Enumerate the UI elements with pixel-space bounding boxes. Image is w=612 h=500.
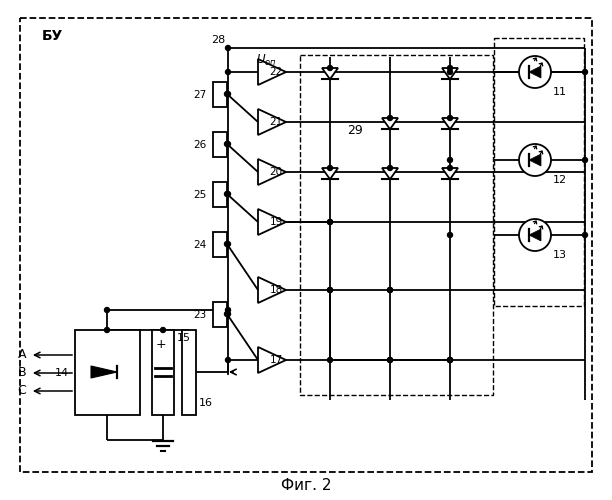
Text: 23: 23 bbox=[193, 310, 206, 320]
Text: 17: 17 bbox=[269, 355, 283, 365]
Circle shape bbox=[225, 192, 231, 196]
Circle shape bbox=[327, 66, 332, 70]
Circle shape bbox=[160, 328, 165, 332]
Bar bbox=[213, 232, 227, 257]
Circle shape bbox=[387, 288, 392, 292]
Circle shape bbox=[225, 70, 231, 74]
Bar bbox=[213, 182, 227, 207]
Circle shape bbox=[583, 70, 588, 74]
Circle shape bbox=[387, 288, 392, 292]
Text: 27: 27 bbox=[193, 90, 206, 100]
Circle shape bbox=[225, 312, 230, 316]
Polygon shape bbox=[382, 118, 398, 129]
Circle shape bbox=[225, 92, 231, 96]
Circle shape bbox=[327, 220, 332, 224]
Circle shape bbox=[583, 158, 588, 162]
Circle shape bbox=[447, 166, 452, 170]
Polygon shape bbox=[258, 159, 286, 185]
Circle shape bbox=[225, 142, 230, 146]
Circle shape bbox=[447, 358, 452, 362]
Circle shape bbox=[387, 116, 392, 120]
Text: 25: 25 bbox=[193, 190, 206, 200]
Circle shape bbox=[225, 358, 231, 362]
Circle shape bbox=[447, 232, 452, 237]
Text: B: B bbox=[17, 366, 26, 380]
Polygon shape bbox=[258, 109, 286, 135]
Text: 22: 22 bbox=[269, 67, 283, 77]
Text: 14: 14 bbox=[55, 368, 69, 378]
Text: 16: 16 bbox=[199, 398, 213, 408]
Text: C: C bbox=[17, 384, 26, 398]
Polygon shape bbox=[258, 209, 286, 235]
Polygon shape bbox=[322, 168, 338, 179]
Text: $U_{оп}$: $U_{оп}$ bbox=[256, 52, 277, 68]
Polygon shape bbox=[322, 68, 338, 79]
Circle shape bbox=[327, 358, 332, 362]
Circle shape bbox=[447, 158, 452, 162]
Circle shape bbox=[447, 358, 452, 362]
Bar bbox=[213, 132, 227, 157]
Circle shape bbox=[519, 144, 551, 176]
Circle shape bbox=[225, 312, 231, 316]
Text: A: A bbox=[18, 348, 26, 362]
Circle shape bbox=[225, 142, 231, 146]
Text: +: + bbox=[156, 338, 166, 350]
Polygon shape bbox=[91, 366, 117, 378]
Circle shape bbox=[387, 166, 392, 170]
Polygon shape bbox=[442, 118, 458, 129]
Circle shape bbox=[225, 46, 231, 51]
Circle shape bbox=[105, 308, 110, 312]
Circle shape bbox=[225, 242, 231, 246]
Polygon shape bbox=[442, 68, 458, 79]
Text: 19: 19 bbox=[269, 217, 283, 227]
Bar bbox=[300, 55, 493, 395]
Text: 11: 11 bbox=[553, 87, 567, 97]
Text: 18: 18 bbox=[269, 285, 283, 295]
Text: Фиг. 2: Фиг. 2 bbox=[281, 478, 331, 494]
Circle shape bbox=[447, 358, 452, 362]
Polygon shape bbox=[382, 168, 398, 179]
Circle shape bbox=[447, 70, 452, 74]
Text: 24: 24 bbox=[193, 240, 206, 250]
Circle shape bbox=[327, 166, 332, 170]
Text: 29: 29 bbox=[347, 124, 363, 136]
Circle shape bbox=[327, 220, 332, 224]
Circle shape bbox=[387, 358, 392, 362]
Polygon shape bbox=[529, 229, 541, 241]
Text: 26: 26 bbox=[193, 140, 206, 149]
Polygon shape bbox=[258, 347, 286, 373]
Circle shape bbox=[447, 66, 452, 70]
Polygon shape bbox=[442, 168, 458, 179]
Polygon shape bbox=[258, 277, 286, 303]
Circle shape bbox=[225, 308, 231, 312]
Circle shape bbox=[519, 56, 551, 88]
Circle shape bbox=[327, 288, 332, 292]
Bar bbox=[213, 82, 227, 107]
Text: 21: 21 bbox=[269, 117, 283, 127]
Text: 20: 20 bbox=[269, 167, 283, 177]
Circle shape bbox=[225, 92, 230, 96]
Bar bbox=[75, 330, 140, 415]
Circle shape bbox=[519, 219, 551, 251]
Text: 15: 15 bbox=[177, 333, 191, 343]
Polygon shape bbox=[529, 154, 541, 166]
Bar bbox=[182, 330, 196, 415]
Circle shape bbox=[447, 116, 452, 120]
Bar bbox=[213, 302, 227, 327]
Bar bbox=[152, 330, 174, 415]
Bar bbox=[494, 38, 584, 306]
Polygon shape bbox=[529, 66, 541, 78]
Circle shape bbox=[225, 192, 230, 196]
Polygon shape bbox=[258, 59, 286, 85]
Text: 28: 28 bbox=[211, 35, 225, 45]
Circle shape bbox=[583, 232, 588, 237]
Circle shape bbox=[105, 328, 110, 332]
Circle shape bbox=[225, 242, 230, 246]
Text: 13: 13 bbox=[553, 250, 567, 260]
Circle shape bbox=[387, 358, 392, 362]
Text: БУ: БУ bbox=[42, 29, 62, 43]
Text: 12: 12 bbox=[553, 175, 567, 185]
Circle shape bbox=[327, 288, 332, 292]
